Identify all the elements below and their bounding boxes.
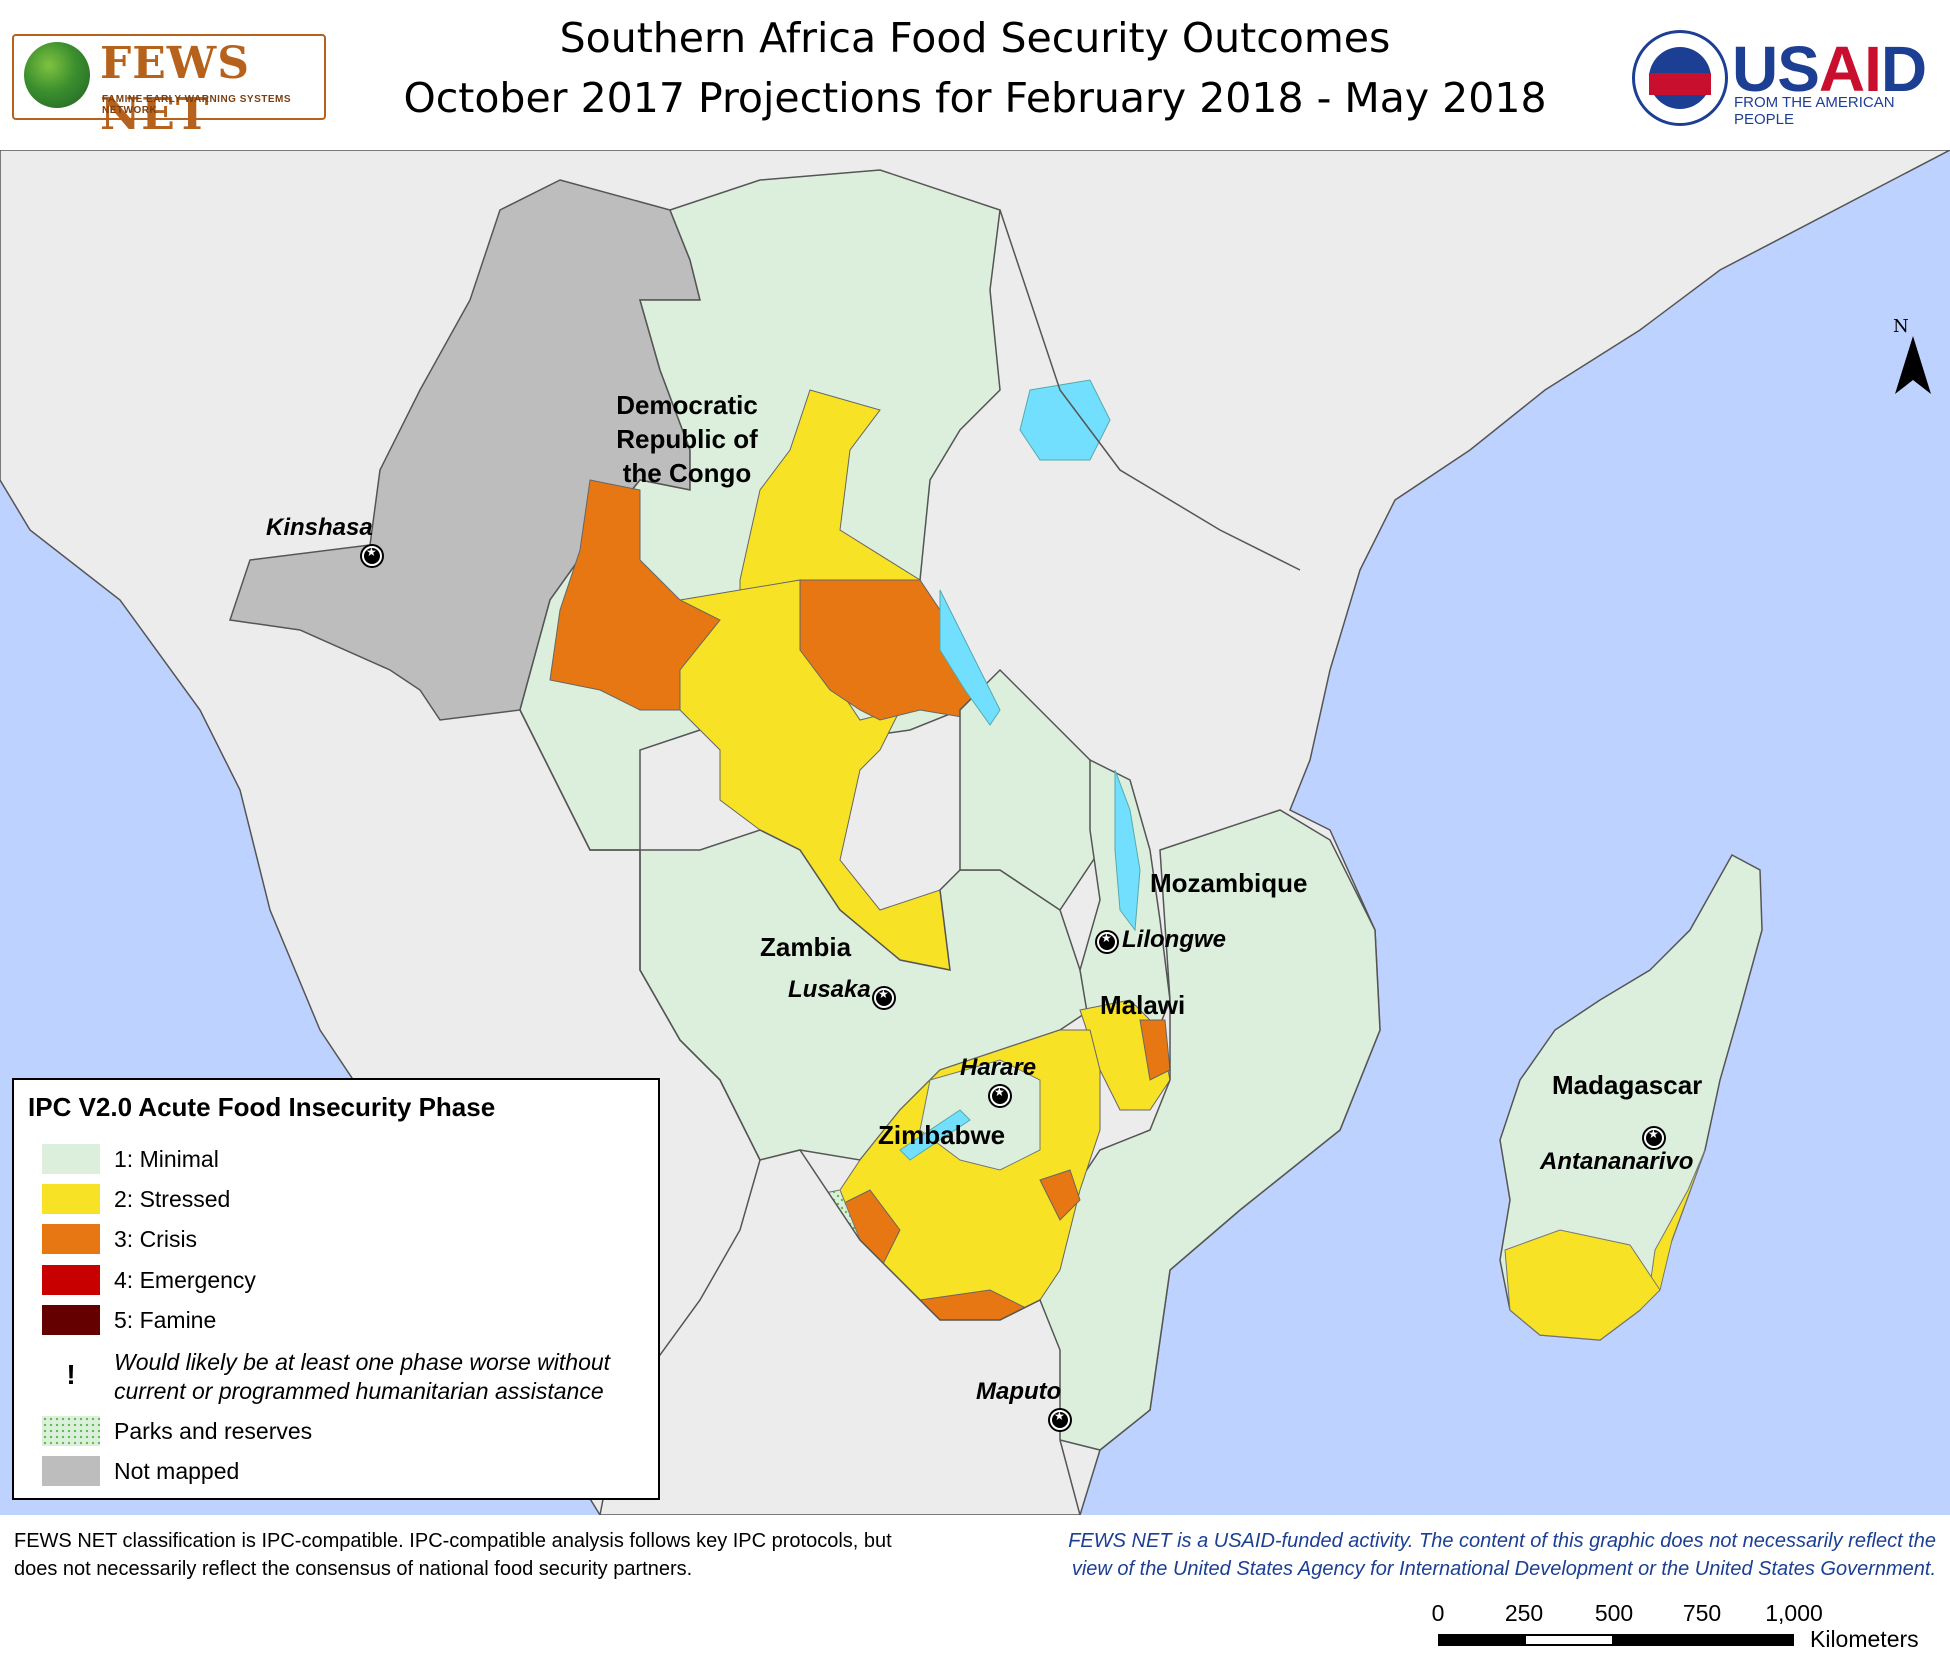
angola-border bbox=[519, 709, 761, 1161]
capital-marker-lusaka bbox=[874, 987, 894, 1008]
legend-item-crisis: 3: Crisis bbox=[28, 1224, 648, 1256]
country-label-zimbabwe: Zimbabwe bbox=[878, 1120, 1006, 1150]
fews-net-logo: FEWS NET FAMINE EARLY WARNING SYSTEMS NE… bbox=[12, 34, 326, 140]
capital-marker-kinshasa bbox=[362, 545, 382, 566]
map-header: FEWS NET FAMINE EARLY WARNING SYSTEMS NE… bbox=[0, 0, 1950, 150]
scale-bar: 0 250 500 750 1,000 Kilometers bbox=[1424, 1600, 1944, 1660]
usaid-logo-name: USAID bbox=[1732, 33, 1927, 105]
legend-item-humanitarian-assistance: ! Would likely be at least one phase wor… bbox=[28, 1349, 648, 1412]
legend-swatch-parks bbox=[42, 1416, 100, 1446]
city-label-harare: Harare bbox=[960, 1054, 1037, 1081]
city-label-lusaka: Lusaka bbox=[788, 976, 871, 1003]
lake-tanganyika bbox=[939, 589, 1001, 726]
map-subtitle: October 2017 Projections for February 20… bbox=[403, 74, 1547, 122]
city-label-lilongwe: Lilongwe bbox=[1122, 926, 1226, 953]
capital-marker-maputo bbox=[1050, 1409, 1070, 1430]
exclamation-icon: ! bbox=[42, 1360, 100, 1390]
capital-marker-harare bbox=[990, 1085, 1010, 1106]
city-label-kinshasa: Kinshasa bbox=[266, 514, 373, 541]
legend-item-parks: Parks and reserves bbox=[28, 1416, 648, 1448]
legend-title: IPC V2.0 Acute Food Insecurity Phase bbox=[28, 1092, 496, 1122]
legend-item-famine: 5: Famine bbox=[28, 1305, 648, 1337]
capital-marker-antananarivo bbox=[1644, 1127, 1664, 1148]
zimbabwe-crisis-east bbox=[1039, 1169, 1081, 1221]
scale-segment-3 bbox=[1614, 1634, 1794, 1646]
lake-malawi bbox=[1114, 769, 1141, 932]
legend-swatch-crisis bbox=[42, 1224, 100, 1254]
legend-item-minimal: 1: Minimal bbox=[28, 1144, 648, 1176]
east-africa-border bbox=[999, 209, 1301, 571]
map-title: Southern Africa Food Security Outcomes bbox=[559, 14, 1391, 62]
footer-usaid-disclaimer: FEWS NET is a USAID-funded activity. The… bbox=[1068, 1530, 1936, 1580]
city-label-maputo: Maputo bbox=[976, 1378, 1062, 1405]
scale-tick-750: 750 bbox=[1682, 1600, 1722, 1626]
fews-net-logo-subtitle: FAMINE EARLY WARNING SYSTEMS NETWORK bbox=[102, 94, 292, 116]
legend-swatch-stressed bbox=[42, 1184, 100, 1214]
legend-swatch-emergency bbox=[42, 1265, 100, 1295]
city-label-antananarivo: Antananarivo bbox=[1540, 1148, 1694, 1175]
legend-swatch-minimal bbox=[42, 1144, 100, 1174]
legend-swatch-famine bbox=[42, 1305, 100, 1335]
country-label-drc: Democratic Republic of the Congo bbox=[616, 390, 758, 488]
legend-item-emergency: 4: Emergency bbox=[28, 1265, 648, 1297]
capital-marker-lilongwe bbox=[1097, 931, 1117, 952]
globe-icon bbox=[24, 42, 90, 108]
lake-kariba bbox=[899, 1109, 971, 1161]
scale-tick-500: 500 bbox=[1594, 1600, 1634, 1626]
legend-swatch-not-mapped bbox=[42, 1456, 100, 1486]
drc-crisis-west bbox=[549, 479, 721, 711]
legend: IPC V2.0 Acute Food Insecurity Phase 1: … bbox=[12, 1078, 660, 1500]
south-of-zimbabwe-land bbox=[599, 1149, 1081, 1515]
usaid-logo-subtitle: FROM THE AMERICAN PEOPLE bbox=[1734, 94, 1895, 128]
madagascar-stressed-south bbox=[1504, 1229, 1661, 1341]
fews-net-logo-name: FEWS NET bbox=[100, 38, 250, 140]
map-footer: FEWS NET classification is IPC-compatibl… bbox=[0, 1515, 1950, 1590]
country-label-zambia: Zambia bbox=[760, 932, 852, 962]
lake-victoria bbox=[1019, 379, 1111, 461]
mozambique-minimal bbox=[1039, 809, 1381, 1451]
legend-item-not-mapped: Not mapped bbox=[28, 1456, 648, 1488]
footer-ipc-note: FEWS NET classification is IPC-compatibl… bbox=[14, 1530, 892, 1580]
drc-crisis-east bbox=[799, 579, 981, 721]
scale-segment-1 bbox=[1438, 1634, 1524, 1646]
legend-item-stressed: 2: Stressed bbox=[28, 1184, 648, 1216]
north-arrow-label: N bbox=[1893, 316, 1909, 337]
country-label-madagascar: Madagascar bbox=[1552, 1070, 1703, 1100]
scale-segment-2 bbox=[1524, 1634, 1614, 1646]
country-label-mozambique: Mozambique bbox=[1150, 868, 1308, 898]
scale-tick-0: 0 bbox=[1431, 1600, 1445, 1626]
country-label-malawi: Malawi bbox=[1100, 990, 1186, 1020]
scale-tick-1000: 1,000 bbox=[1765, 1600, 1823, 1626]
north-arrow-icon bbox=[1895, 336, 1931, 394]
scale-tick-250: 250 bbox=[1504, 1600, 1544, 1626]
scale-units: Kilometers bbox=[1810, 1626, 1919, 1652]
usaid-seal-icon bbox=[1632, 30, 1728, 126]
